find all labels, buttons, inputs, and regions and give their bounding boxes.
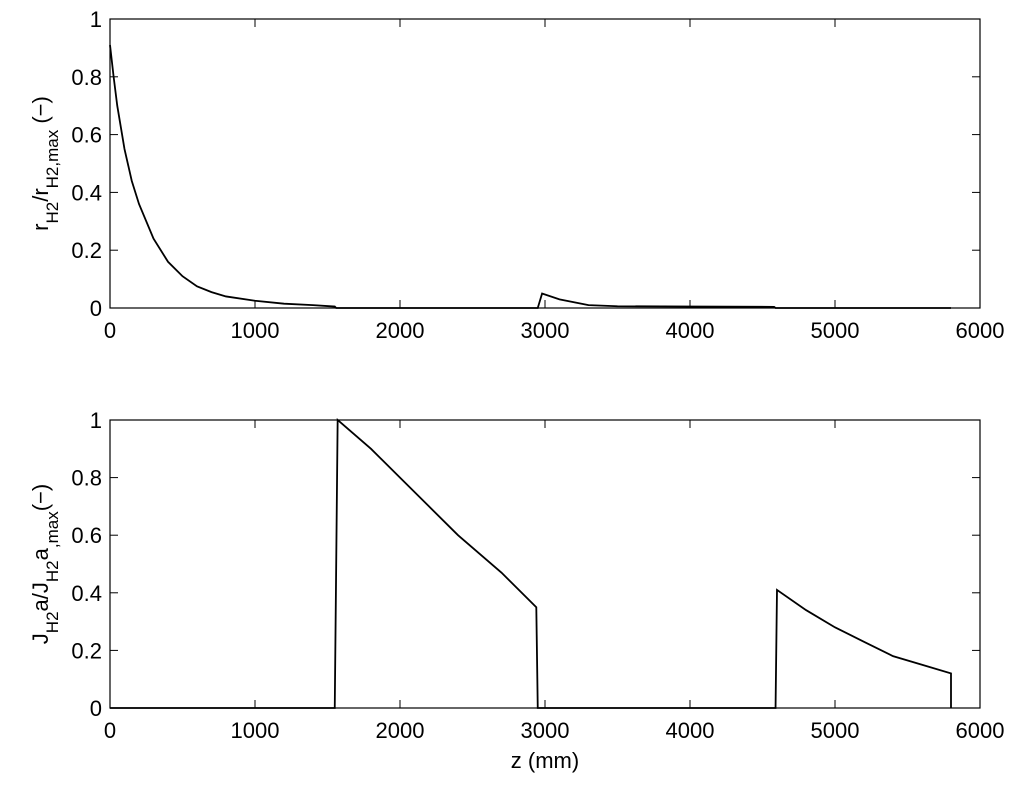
y-tick-label: 0 [90, 296, 102, 321]
y-axis-label: JH2a/JH2a,max(−) [28, 484, 62, 644]
y-axis-label: rH2/rH2,max (−) [28, 96, 62, 231]
x-tick-label: 0 [104, 318, 116, 343]
x-tick-label: 2000 [376, 318, 425, 343]
x-tick-label: 4000 [666, 318, 715, 343]
x-tick-label: 2000 [376, 718, 425, 743]
y-axis-label-part: r [28, 224, 53, 231]
y-axis-label-part: ,max [43, 511, 62, 548]
y-tick-label: 0.6 [71, 123, 102, 148]
x-tick-label: 5000 [811, 318, 860, 343]
x-tick-label: 6000 [956, 318, 1005, 343]
y-tick-label: 0.2 [71, 638, 102, 663]
y-axis-label-part: /r [28, 188, 53, 201]
x-tick-label: 3000 [521, 318, 570, 343]
axes-box [109, 18, 981, 309]
y-tick-label: 1 [90, 408, 102, 433]
y-axis-label-part: H2 [43, 560, 62, 582]
axes-box [109, 419, 981, 709]
x-tick-label: 4000 [666, 718, 715, 743]
data-line [109, 44, 951, 309]
y-tick-label: 0.4 [71, 581, 102, 606]
x-tick-label: 0 [104, 718, 116, 743]
x-tick-label: 6000 [956, 718, 1005, 743]
x-tick-label: 5000 [811, 718, 860, 743]
y-tick-label: 0.4 [71, 180, 102, 205]
x-axis-label: z (mm) [511, 748, 579, 773]
y-axis-label-part: H2,max [43, 129, 62, 188]
data-line [110, 418, 952, 709]
y-axis-label-part: H2 [43, 202, 62, 224]
y-axis-label-part: (−) [28, 96, 53, 130]
y-tick-label: 0.6 [71, 523, 102, 548]
y-tick-label: 0.2 [71, 238, 102, 263]
y-tick-label: 0.8 [71, 466, 102, 491]
y-axis-label-part: (−) [28, 484, 53, 512]
x-tick-label: 3000 [521, 718, 570, 743]
y-axis-label-part: H2 [43, 611, 62, 633]
y-axis-label-part: J [28, 633, 53, 644]
y-tick-label: 0.8 [71, 65, 102, 90]
y-axis-label-part: a [28, 547, 53, 560]
y-tick-label: 1 [90, 7, 102, 32]
x-tick-label: 1000 [231, 718, 280, 743]
x-tick-label: 1000 [231, 318, 280, 343]
y-tick-label: 0 [90, 696, 102, 721]
y-axis-label-part: a/J [28, 582, 53, 611]
